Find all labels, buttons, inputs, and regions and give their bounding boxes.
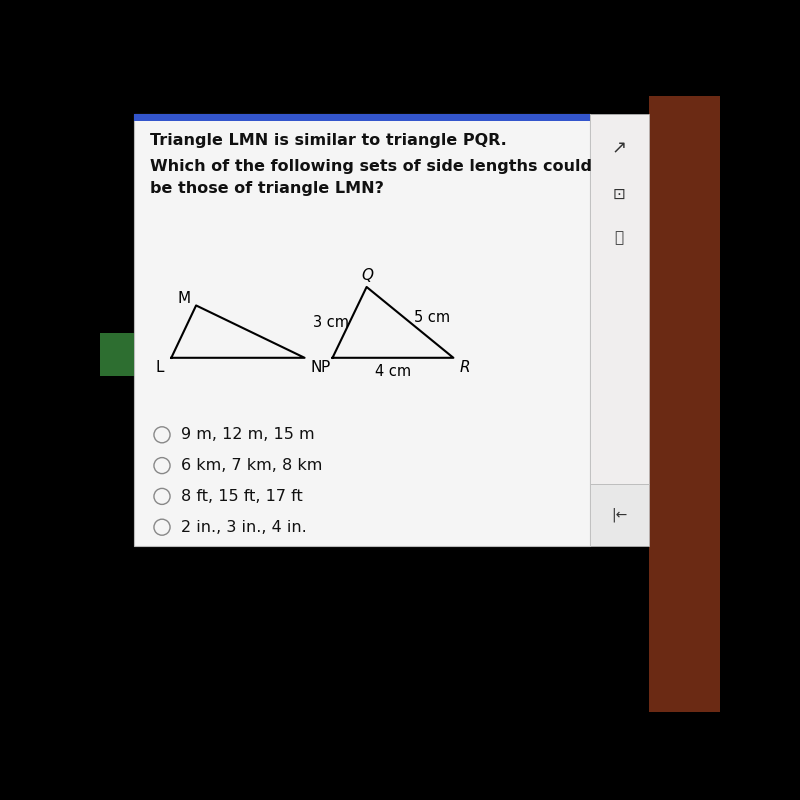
Text: 8 ft, 15 ft, 17 ft: 8 ft, 15 ft, 17 ft (182, 489, 303, 504)
Text: 6 km, 7 km, 8 km: 6 km, 7 km, 8 km (182, 458, 322, 473)
Text: P: P (321, 360, 330, 375)
Bar (134, 114, 590, 121)
Text: R: R (459, 360, 470, 375)
Text: Triangle LMN is similar to triangle PQR.: Triangle LMN is similar to triangle PQR. (150, 133, 506, 148)
Bar (649, 96, 720, 712)
Bar (100, 333, 134, 376)
Text: L: L (156, 360, 164, 375)
Text: 9 m, 12 m, 15 m: 9 m, 12 m, 15 m (182, 427, 315, 442)
Text: M: M (177, 290, 190, 306)
Bar (590, 484, 649, 546)
Text: N: N (310, 360, 322, 375)
Text: Ⓣ: Ⓣ (614, 230, 624, 245)
Text: 3 cm: 3 cm (313, 315, 349, 330)
Text: be those of triangle LMN?: be those of triangle LMN? (150, 181, 383, 196)
Bar (590, 114, 649, 484)
Text: 2 in., 3 in., 4 in.: 2 in., 3 in., 4 in. (182, 520, 307, 534)
Text: Which of the following sets of side lengths could: Which of the following sets of side leng… (150, 159, 592, 174)
Text: 4 cm: 4 cm (375, 364, 411, 379)
Text: ⊡: ⊡ (613, 187, 626, 202)
Bar (134, 114, 590, 546)
Text: ↗: ↗ (612, 139, 627, 158)
Text: 5 cm: 5 cm (414, 310, 450, 325)
Text: |←: |← (611, 508, 627, 522)
Text: Q: Q (362, 268, 374, 283)
